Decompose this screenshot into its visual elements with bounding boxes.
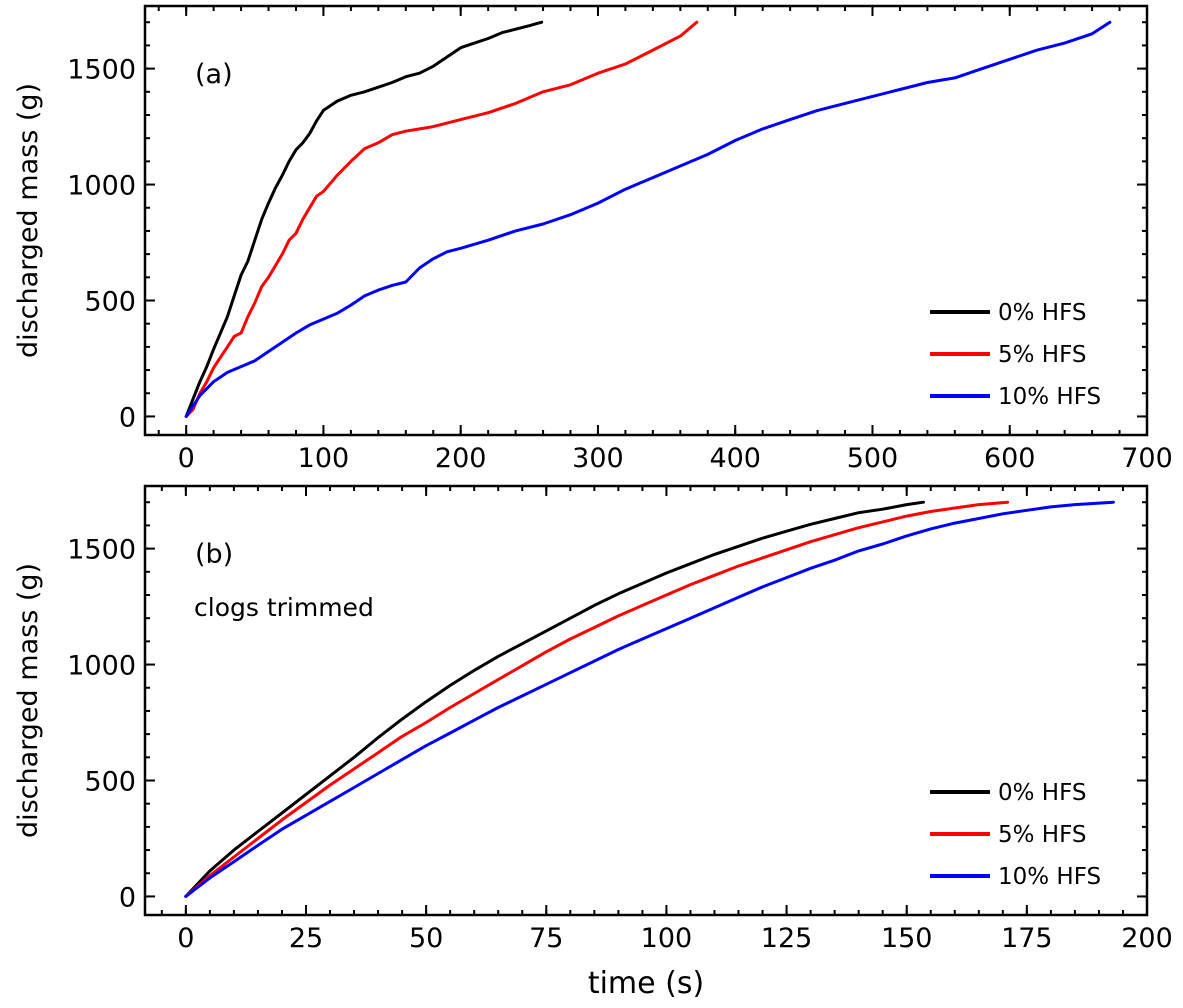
x-tick-label: 100: [641, 923, 693, 954]
series-line-5-hfs: [184, 20, 699, 418]
x-tick-label: 200: [1121, 923, 1173, 954]
legend-label: 0% HFS: [998, 780, 1087, 806]
series-line-10-hfs: [184, 20, 1112, 418]
panel-b: 0 25 50 75 100 125 150 175 200 0 500 1000 1500 (b) clo…: [13, 484, 1173, 1001]
annotation-text: clogs trimmed: [194, 593, 374, 622]
series-line-0-hfs: [184, 20, 544, 418]
legend-label: 10% HFS: [998, 384, 1101, 410]
x-tick-label: 0: [178, 443, 195, 474]
y-tick-label: 0: [119, 402, 136, 433]
y-tick-label: 1500: [67, 535, 136, 566]
series-line-0-hfs: [184, 500, 925, 898]
x-tick-label: 150: [881, 923, 933, 954]
legend-label: 10% HFS: [998, 864, 1101, 890]
plot-frame: [143, 484, 1149, 917]
y-tick-label: 500: [84, 767, 136, 798]
series-line-5-hfs: [184, 500, 1010, 898]
x-tick-label: 0: [177, 923, 194, 954]
series-line-10-hfs: [184, 500, 1115, 898]
panel-label: (b): [195, 539, 233, 570]
x-tick-label: 400: [709, 443, 761, 474]
x-tick-label: 500: [847, 443, 899, 474]
y-tick-label: 500: [84, 287, 136, 318]
legend-label: 5% HFS: [998, 822, 1087, 848]
x-tick-label: 300: [572, 443, 624, 474]
x-tick-label: 100: [298, 443, 350, 474]
x-tick-label: 600: [984, 443, 1036, 474]
x-tick-label: 75: [529, 923, 563, 954]
x-tick-label: 200: [435, 443, 487, 474]
legend-label: 5% HFS: [998, 342, 1087, 368]
y-tick-label: 0: [119, 882, 136, 913]
panel-label: (a): [195, 59, 233, 90]
y-axis-label: discharged mass (g): [13, 83, 44, 358]
x-tick-label: 50: [409, 923, 443, 954]
x-axis-label: time (s): [588, 966, 704, 1001]
x-tick-label: 700: [1121, 443, 1173, 474]
legend-label: 0% HFS: [998, 300, 1087, 326]
y-tick-label: 1000: [67, 171, 136, 202]
panel-a: 0 100 200 300 400 500 600 700 0 500 1000 1500 (a) dis…: [13, 4, 1173, 474]
y-tick-label: 1500: [67, 55, 136, 86]
legend: 0% HFS 5% HFS 10% HFS: [930, 300, 1101, 410]
x-tick-label: 125: [761, 923, 813, 954]
x-tick-label: 25: [289, 923, 323, 954]
plot-frame: [143, 4, 1149, 437]
y-axis-label: discharged mass (g): [13, 563, 44, 838]
legend: 0% HFS 5% HFS 10% HFS: [930, 780, 1101, 890]
x-tick-label: 175: [1001, 923, 1053, 954]
y-tick-label: 1000: [67, 651, 136, 682]
